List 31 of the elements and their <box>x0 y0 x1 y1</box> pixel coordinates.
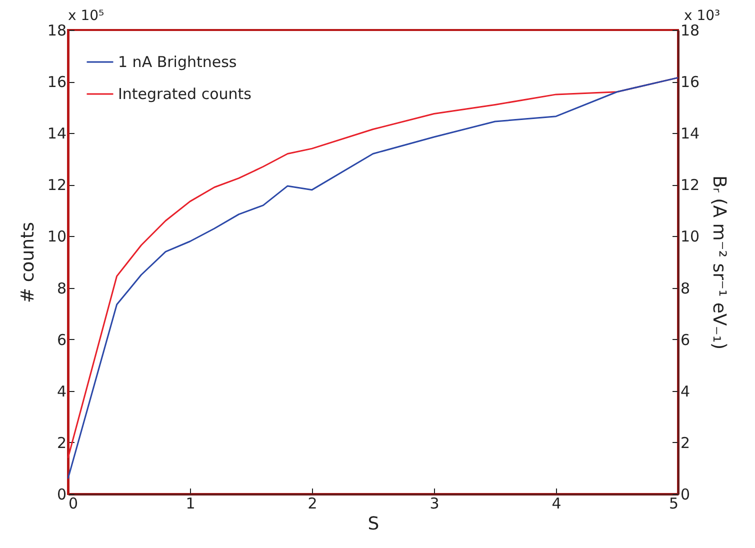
y2-axis-title: Bᵣ (A m⁻² sr⁻¹ eV₋₁) <box>708 175 730 350</box>
legend-label: Integrated counts <box>118 85 252 103</box>
y2-tick-label: 14 <box>680 124 700 143</box>
x-tick-label: 3 <box>430 494 440 512</box>
x-tick-label: 0 <box>68 494 78 512</box>
y-tick-label: 8 <box>56 279 66 298</box>
text: x 10³ <box>684 8 720 24</box>
y-tick-label: 18 <box>47 22 66 40</box>
x-axis-title: S <box>368 514 380 534</box>
y2-tick-label: 16 <box>680 73 700 92</box>
x-tick-label: 2 <box>308 494 318 512</box>
y-tick-label: 2 <box>56 434 66 452</box>
y-tick-label: 16 <box>47 73 66 92</box>
y-tick-label: 4 <box>56 382 66 400</box>
x-tick-label: 4 <box>552 494 562 512</box>
y2-tick-label: 12 <box>680 176 700 194</box>
y2-tick-label: 10 <box>680 228 700 246</box>
legend-label: 1 nA Brightness <box>118 53 237 71</box>
text: x 10⁵ <box>68 8 104 24</box>
y2-tick-label: 8 <box>680 279 690 298</box>
y2-tick-label: 6 <box>680 330 690 349</box>
y-axis-title: # counts <box>17 222 38 303</box>
y2-tick-label: 18 <box>680 22 700 40</box>
y-tick-label: 10 <box>47 228 66 246</box>
y-tick-label: 14 <box>47 124 66 143</box>
x-tick-label: 5 <box>668 494 678 512</box>
y2-tick-label: 4 <box>680 382 690 400</box>
y-tick-label: 12 <box>47 176 66 194</box>
y-tick-label: 6 <box>56 330 66 349</box>
x-tick-label: 1 <box>186 494 196 512</box>
y2-tick-label: 2 <box>680 434 690 452</box>
